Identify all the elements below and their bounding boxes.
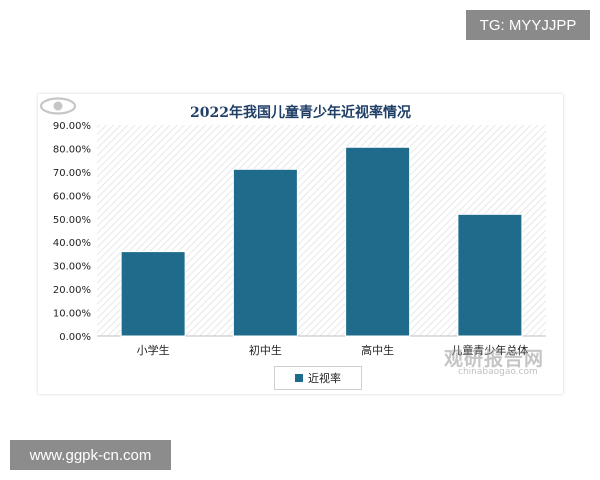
y-tick-label: 10.00% — [53, 309, 91, 320]
y-tick-label: 80.00% — [53, 144, 91, 155]
y-tick-label: 50.00% — [53, 215, 91, 226]
x-tick-label: 高中生 — [361, 343, 394, 357]
watermark-site: chinabaogao.com — [458, 367, 538, 377]
x-tick-label: 儿童青少年总体 — [451, 343, 528, 357]
y-tick-label: 0.00% — [59, 332, 91, 343]
legend-label: 近视率 — [308, 372, 341, 385]
bar — [345, 146, 411, 337]
bar — [120, 251, 186, 337]
site-url-badge: www.ggpk-cn.com — [10, 440, 171, 470]
watermark-logo-icon — [39, 97, 77, 115]
bar — [232, 168, 298, 337]
y-tick-label: 90.00% — [53, 121, 91, 132]
y-tick-label: 30.00% — [53, 262, 91, 273]
legend: 近视率 — [274, 366, 362, 390]
y-tick-label: 20.00% — [53, 285, 91, 296]
x-tick-label: 初中生 — [249, 343, 282, 357]
y-tick-label: 70.00% — [53, 168, 91, 179]
x-tick-label: 小学生 — [137, 343, 170, 357]
chart-title: 2022年我国儿童青少年近视率情况 — [190, 105, 411, 121]
bar — [457, 213, 523, 337]
y-tick-label: 60.00% — [53, 191, 91, 202]
y-tick-label: 40.00% — [53, 238, 91, 249]
legend-swatch — [295, 374, 303, 382]
watermark-name: 观研报告网 — [444, 348, 545, 370]
bar-chart: 0.00% 10.00% 20.00% 30.00% 40.00% 50.00% 60.00… — [53, 121, 546, 357]
chart-card: 2022年我国儿童青少年近视率情况 0.00% 10.00% 20.00% 30.00… — [38, 94, 563, 394]
telegram-badge: TG: MYYJJPP — [466, 10, 590, 40]
